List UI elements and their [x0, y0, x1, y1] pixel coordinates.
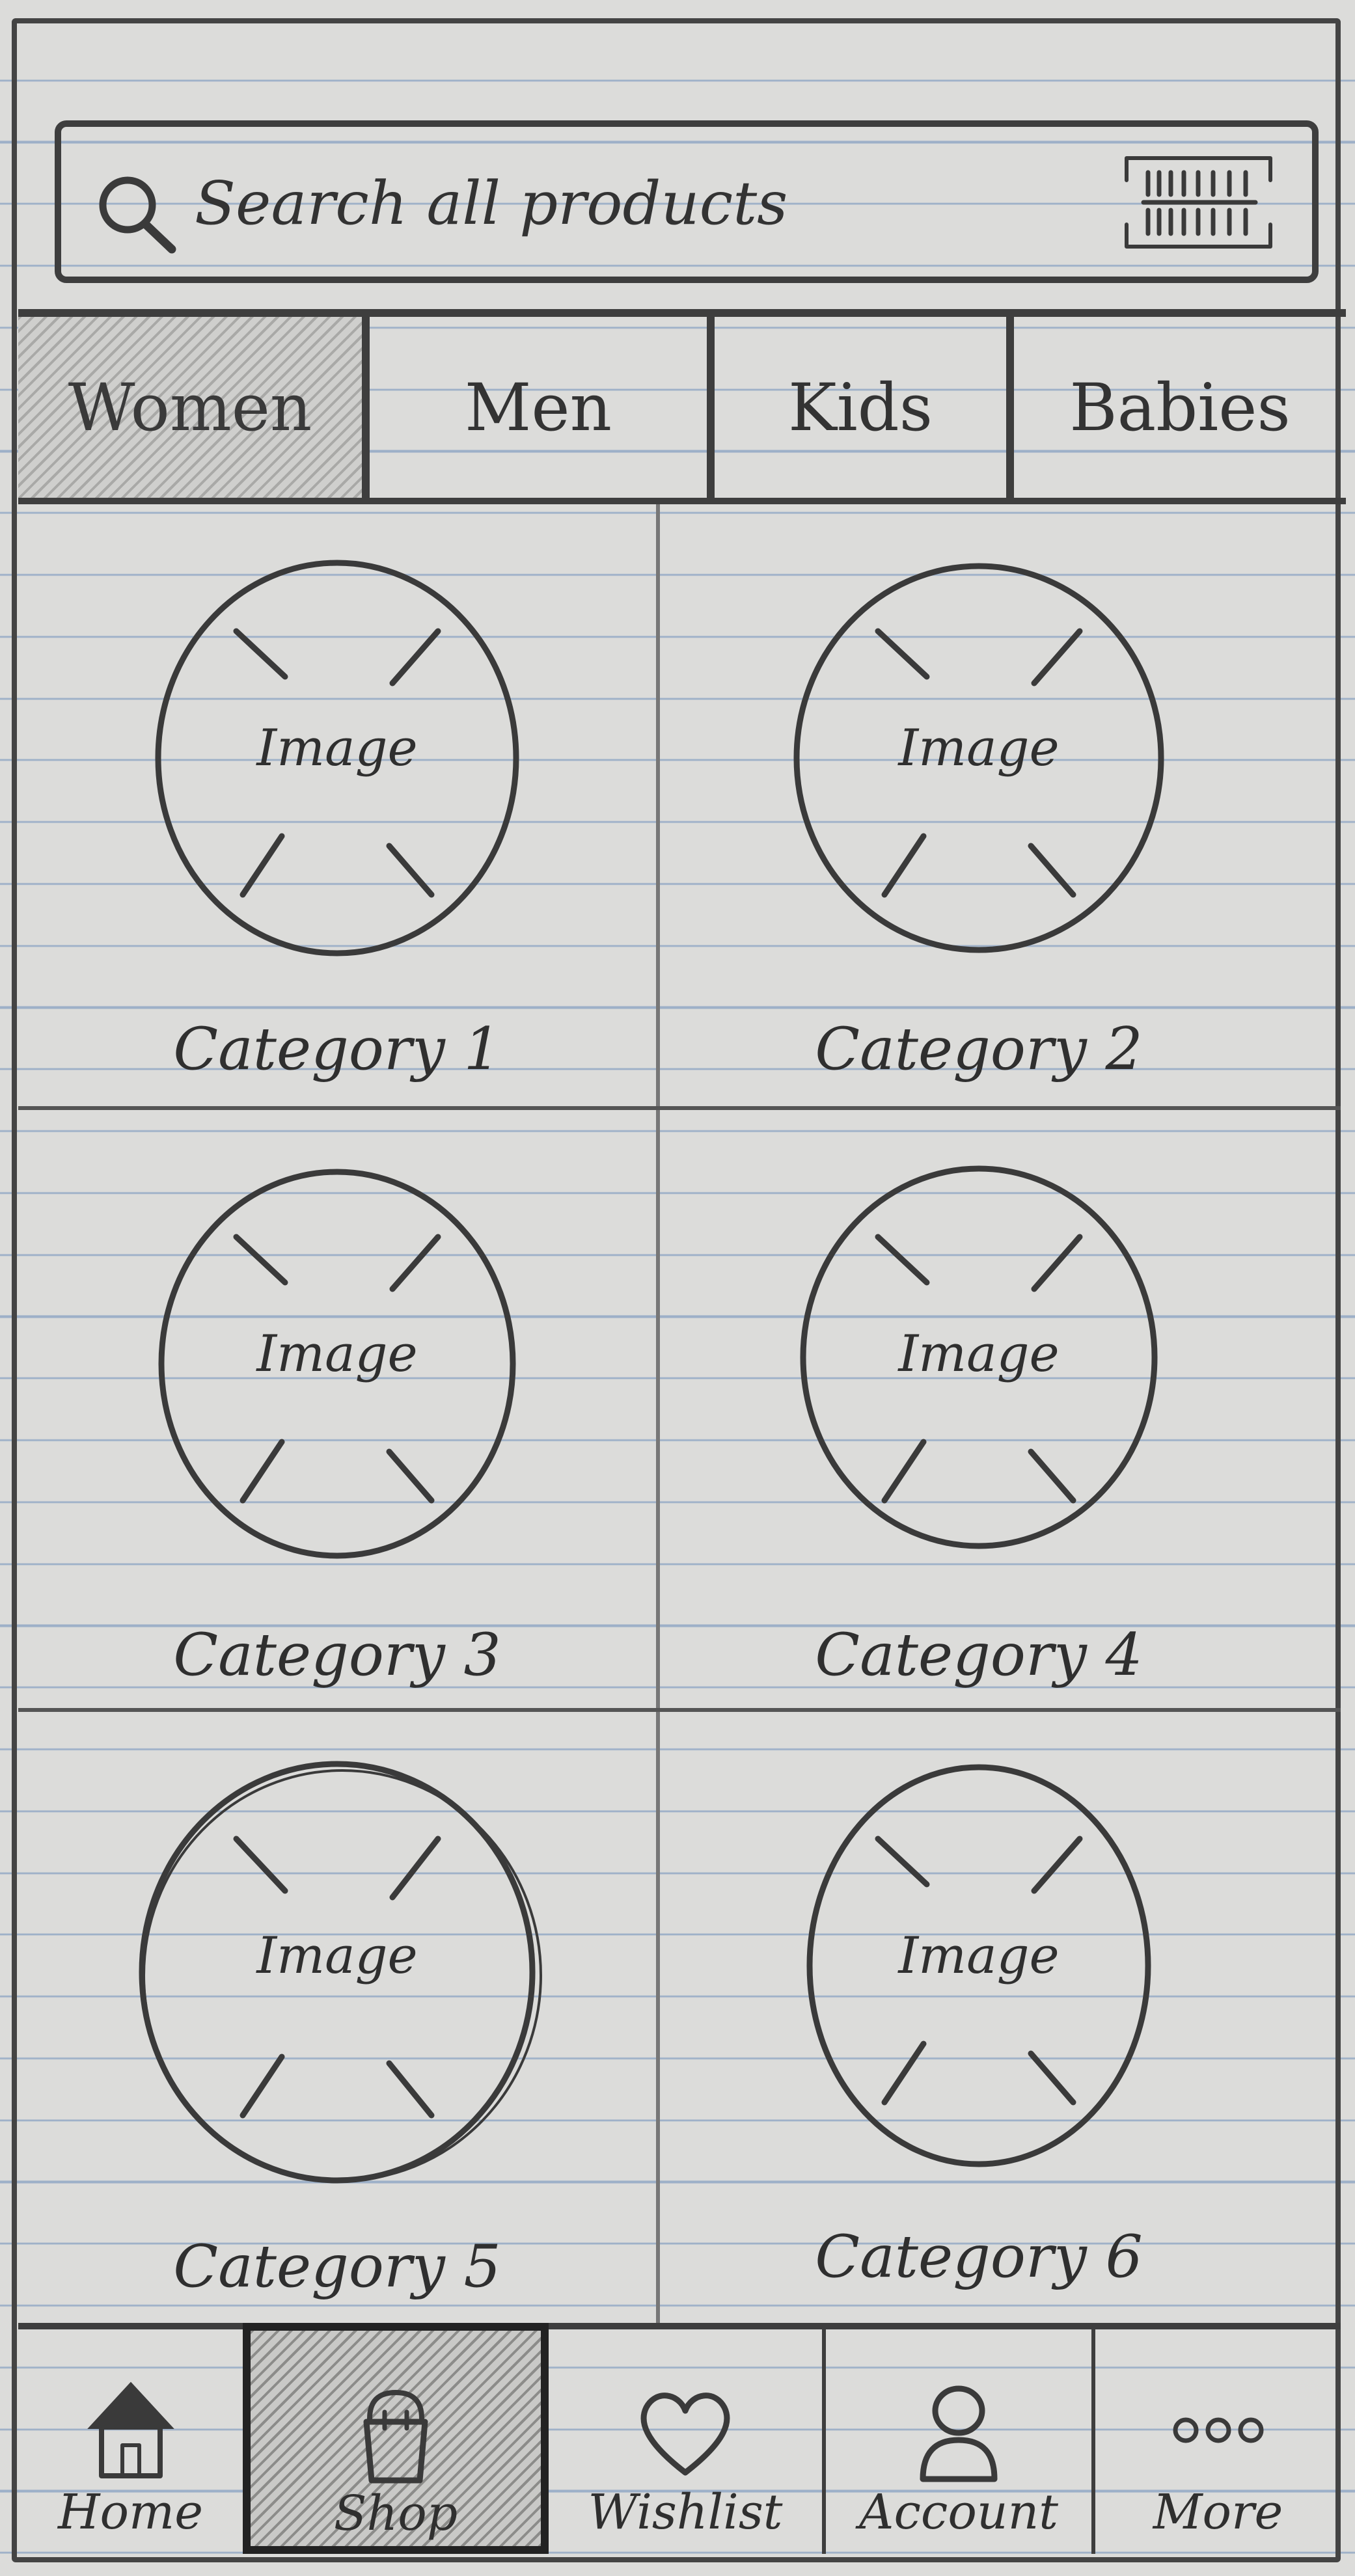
image-placeholder-icon	[800, 1165, 1158, 1549]
category-card-2[interactable]: Image Category 2	[660, 504, 1298, 1106]
image-placeholder-label: Image	[256, 1325, 418, 1383]
tab-men[interactable]: Men	[370, 317, 715, 498]
category-label: Category 6	[815, 2223, 1143, 2291]
category-card-4[interactable]: Image Category 4	[660, 1110, 1298, 1712]
nav-label: Shop	[333, 2486, 458, 2542]
image-placeholder-icon	[155, 560, 519, 956]
category-card-3[interactable]: Image Category 3	[18, 1110, 656, 1712]
nav-item-more[interactable]: More	[1095, 2329, 1341, 2554]
image-placeholder-icon	[139, 1761, 542, 2184]
category-grid: Image Category 1 Image Category 2 Image …	[18, 504, 1341, 2326]
category-label: Category 5	[173, 2232, 501, 2301]
image-placeholder-label: Image	[898, 719, 1060, 778]
nav-label: Account	[859, 2484, 1058, 2540]
search-input[interactable]	[195, 161, 1093, 245]
phone-frame	[12, 18, 1341, 2562]
nav-item-shop[interactable]: Shop	[243, 2323, 549, 2554]
category-card-1[interactable]: Image Category 1	[18, 504, 656, 1106]
bottom-nav: Home Shop Wishlist Account More	[18, 2323, 1341, 2554]
image-placeholder-label: Image	[256, 1927, 418, 1985]
category-label: Category 4	[815, 1621, 1143, 1689]
grid-divider	[656, 504, 660, 2326]
tab-label: Babies	[1069, 369, 1291, 446]
image-placeholder-label: Image	[898, 1927, 1060, 1985]
category-label: Category 1	[173, 1015, 501, 1083]
nav-item-wishlist[interactable]: Wishlist	[549, 2329, 822, 2554]
category-label: Category 2	[815, 1015, 1143, 1083]
more-dots-icon	[1173, 2417, 1263, 2443]
tab-babies[interactable]: Babies	[1014, 317, 1346, 498]
tab-label: Kids	[787, 369, 933, 446]
nav-label: Wishlist	[588, 2484, 783, 2540]
image-placeholder-label: Image	[256, 719, 418, 778]
tab-kids[interactable]: Kids	[715, 317, 1014, 498]
home-icon	[87, 2381, 174, 2478]
tab-label: Men	[465, 369, 612, 446]
category-card-5[interactable]: Image Category 5	[18, 1712, 656, 2314]
nav-item-account[interactable]: Account	[822, 2329, 1095, 2554]
tab-label: Women	[68, 369, 312, 446]
category-label: Category 3	[173, 1621, 501, 1689]
search-bar[interactable]	[55, 120, 1319, 283]
heart-icon	[640, 2393, 730, 2476]
shopping-bag-icon	[363, 2390, 428, 2484]
grid-divider	[18, 1106, 1341, 1110]
category-tabs: Women Men Kids Babies	[18, 309, 1346, 504]
nav-item-home[interactable]: Home	[18, 2329, 243, 2554]
image-placeholder-icon	[806, 1764, 1151, 2167]
user-icon	[920, 2385, 998, 2482]
search-icon[interactable]	[94, 172, 178, 257]
grid-divider	[18, 1708, 1341, 1712]
nav-label: More	[1153, 2484, 1283, 2540]
category-card-6[interactable]: Image Category 6	[660, 1712, 1298, 2314]
image-placeholder-label: Image	[898, 1325, 1060, 1383]
image-placeholder-icon	[793, 563, 1164, 953]
nav-label: Home	[57, 2484, 204, 2540]
barcode-scanner-icon[interactable]	[1119, 154, 1278, 251]
image-placeholder-icon	[158, 1169, 516, 1559]
tab-women[interactable]: Women	[18, 317, 370, 498]
